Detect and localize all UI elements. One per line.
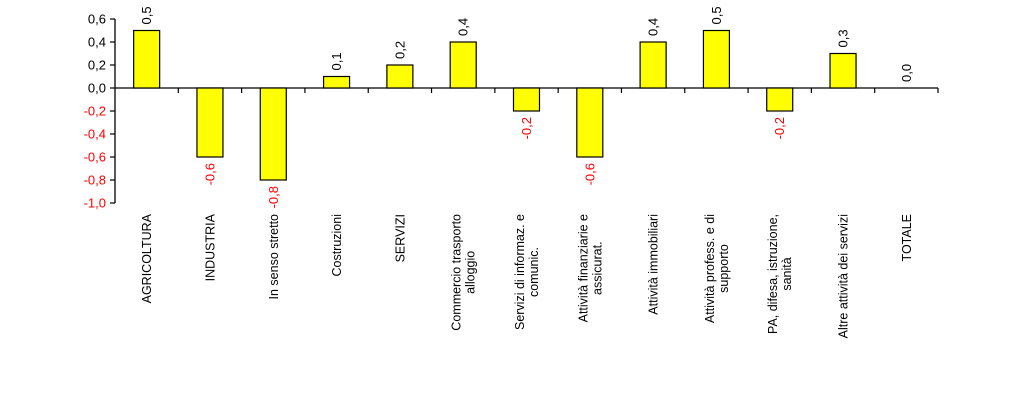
x-tick-label: Attività profess. e disupporto	[703, 214, 731, 323]
y-tick-label: 0,6	[88, 12, 106, 27]
x-tick-label-line: sanità	[780, 257, 794, 290]
x-tick-label-text: TOTALE	[900, 214, 914, 261]
data-label: 0,5	[139, 6, 154, 24]
bar	[576, 87, 604, 158]
y-tick-label: 0,4	[88, 35, 106, 50]
bar	[133, 29, 161, 89]
y-tick-label: 0,2	[88, 58, 106, 73]
x-tick-label-line: Altre attività dei servizi	[837, 214, 851, 338]
bar	[766, 87, 794, 112]
data-label: 0,4	[646, 18, 661, 36]
bar	[322, 75, 351, 89]
x-tick-label-line: AGRICOLTURA	[140, 213, 154, 303]
x-tick-label-line: Commercio trasporto	[450, 214, 464, 331]
x-tick-label: AGRICOLTURA	[140, 213, 154, 303]
x-tick-label-text: AGRICOLTURA	[140, 213, 154, 303]
x-tick-label: Altre attività dei servizi	[837, 214, 851, 338]
x-tick-label-line: alloggio	[464, 251, 478, 294]
bar	[639, 41, 667, 89]
x-tick-label: INDUSTRIA	[203, 213, 217, 281]
x-tick-label: PA, difesa, istruzione,sanità	[766, 214, 794, 334]
x-tick-label-line: Attività finanziarie e	[576, 214, 590, 322]
x-tick-label-line: PA, difesa, istruzione,	[766, 214, 780, 334]
x-tick-label: Attività finanziarie eassicurat.	[576, 214, 604, 322]
y-tick-label: 0,0	[88, 81, 106, 96]
bar	[196, 87, 224, 158]
bar	[449, 41, 477, 89]
data-label: 0,1	[329, 52, 344, 70]
x-tick-label-line: Costruzioni	[330, 214, 344, 277]
data-label: 0,5	[709, 6, 724, 24]
x-tick-label-line: INDUSTRIA	[203, 213, 217, 281]
data-label: -0,8	[266, 186, 281, 208]
data-label: -0,2	[772, 117, 787, 139]
x-tick-label-line: Attività immobiliari	[647, 214, 661, 315]
x-tick-label-line: SERVIZI	[393, 214, 407, 262]
x-tick-labels: AGRICOLTURA INDUSTRIA In senso stretto Cost…	[140, 213, 914, 338]
x-tick-label-line: In senso stretto	[267, 214, 281, 300]
x-tick-label-text: Attività immobiliari	[647, 214, 661, 315]
bar	[512, 87, 541, 112]
bar	[259, 87, 287, 181]
y-tick-label: -1,0	[84, 196, 106, 211]
x-tick-label-line: supporto	[717, 244, 731, 293]
x-tick-label-text: Costruzioni	[330, 214, 344, 277]
x-tick-label-text: Servizi di informaz. ecomunic.	[513, 214, 541, 330]
data-label: -0,6	[582, 163, 597, 185]
data-label: 0,0	[899, 64, 914, 82]
x-tick-label: Commercio trasportoalloggio	[450, 214, 478, 331]
bar	[386, 64, 414, 89]
x-tick-label-text: In senso stretto	[267, 214, 281, 300]
x-tick-label-text: Altre attività dei servizi	[837, 214, 851, 338]
y-tick-labels: 0,6 0,4 0,2 0,0 -0,2 -0,4 -0,6 -0,8 -1,0	[84, 12, 106, 211]
data-label: -0,2	[519, 117, 534, 139]
x-tick-label-line: assicurat.	[590, 241, 604, 295]
x-tick-label-line: Attività profess. e di	[703, 214, 717, 323]
x-tick-label-text: INDUSTRIA	[203, 213, 217, 281]
x-tick-label-line: comunic.	[527, 247, 541, 297]
y-tick-label: -0,4	[84, 127, 106, 142]
y-tick-label: -0,2	[84, 104, 106, 119]
x-tick-label: SERVIZI	[393, 214, 407, 262]
data-labels: 0,5 -0,6 -0,8 0,1 0,2 0,4 -0,2 -0,6 0,4 0,5 -0,2 0,…	[139, 6, 914, 208]
x-tick-label-text: Attività profess. e disupporto	[703, 214, 731, 323]
x-tick-label: Costruzioni	[330, 214, 344, 277]
y-tick-label: -0,8	[84, 173, 106, 188]
bar	[829, 52, 857, 89]
bar	[702, 29, 731, 89]
data-label: 0,4	[456, 18, 471, 36]
x-tick-label: TOTALE	[900, 214, 914, 261]
data-label: 0,2	[392, 41, 407, 59]
data-label: 0,3	[836, 29, 851, 47]
bars	[133, 29, 857, 181]
x-tick-label-line: Servizi di informaz. e	[513, 214, 527, 330]
y-tick-label: -0,6	[84, 150, 106, 165]
x-tick-label-text: PA, difesa, istruzione,sanità	[766, 214, 794, 334]
x-tick-label: Servizi di informaz. ecomunic.	[513, 214, 541, 330]
data-label: -0,6	[202, 163, 217, 185]
x-tick-label-line: TOTALE	[900, 214, 914, 261]
x-tick-label: Attività immobiliari	[647, 214, 661, 315]
x-tick-label-text: SERVIZI	[393, 214, 407, 262]
x-tick-label-text: Commercio trasportoalloggio	[450, 214, 478, 331]
x-tick-label-text: Attività finanziarie eassicurat.	[576, 214, 604, 322]
x-tick-label: In senso stretto	[267, 214, 281, 300]
